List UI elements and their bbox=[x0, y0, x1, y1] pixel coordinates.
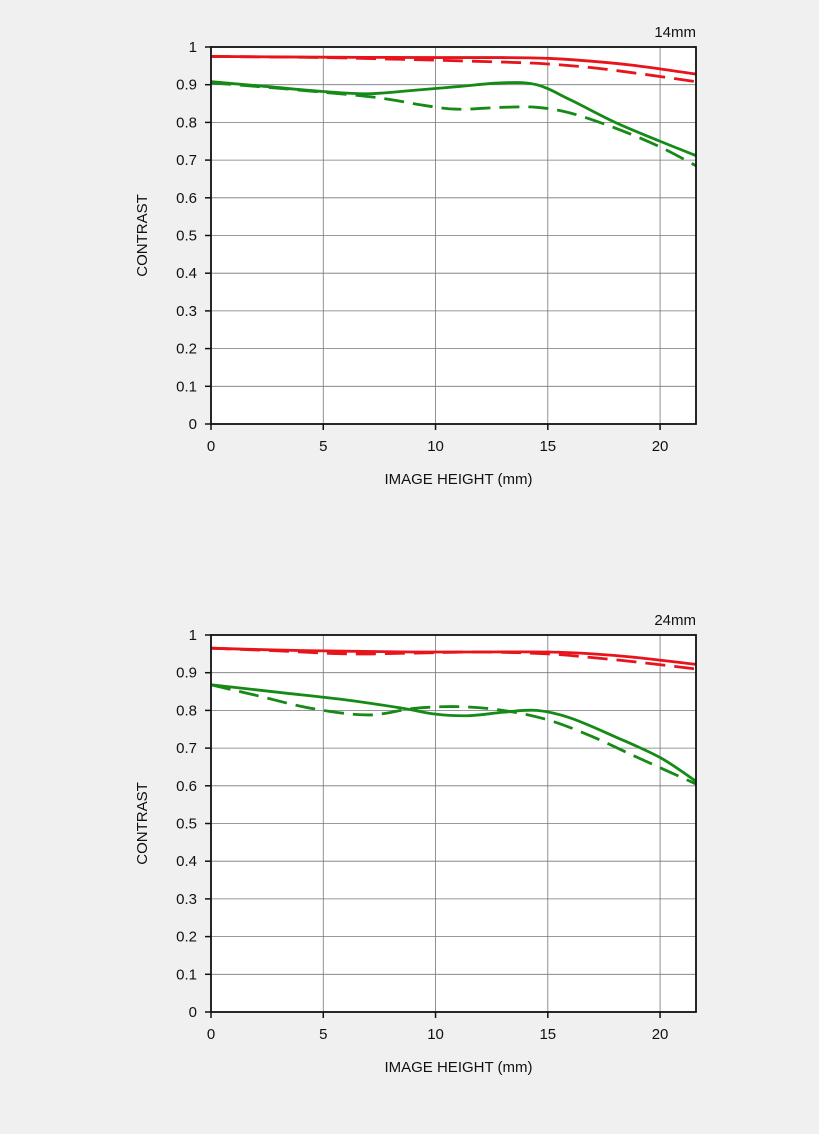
grid bbox=[211, 635, 696, 1012]
y-tick-label: 0.7 bbox=[176, 152, 197, 169]
series-group bbox=[211, 55, 696, 167]
x-tick-label: 0 bbox=[207, 438, 215, 455]
mtf-chart-24mm: 00.10.20.30.40.50.60.70.80.910 5 10 15 20IMA… bbox=[134, 612, 697, 1076]
y-tick-label: 0.6 bbox=[176, 778, 197, 795]
y-tick-label: 1 bbox=[189, 39, 197, 56]
x-tick-label: 20 bbox=[652, 1026, 669, 1043]
y-tick-label: 0.7 bbox=[176, 740, 197, 757]
x-tick-label: 5 bbox=[319, 438, 327, 455]
y-tick-label: 0.9 bbox=[176, 665, 197, 682]
series-line-red-solid bbox=[211, 55, 696, 76]
y-tick-label: 0.3 bbox=[176, 303, 197, 320]
y-axis-label: CONTRAST bbox=[134, 782, 151, 865]
series-line-green-dashed bbox=[211, 81, 696, 167]
y-tick-label: 0.8 bbox=[176, 702, 197, 719]
y-axis-label: CONTRAST bbox=[134, 194, 151, 277]
y-tick-label: 0.4 bbox=[176, 265, 197, 282]
y-tick-label: 0.6 bbox=[176, 190, 197, 207]
y-tick-label: 0.3 bbox=[176, 891, 197, 908]
x-tick-label: 5 bbox=[319, 1026, 327, 1043]
x-tick-label: 10 bbox=[427, 1026, 444, 1043]
focal-length-label: 24mm bbox=[654, 612, 696, 629]
series-line-red-dashed bbox=[211, 646, 696, 671]
focal-length-label: 14mm bbox=[654, 24, 696, 41]
y-tick-label: 0.5 bbox=[176, 228, 197, 245]
x-tick-label: 15 bbox=[539, 1026, 556, 1043]
y-tick-label: 0.8 bbox=[176, 114, 197, 131]
y-tick-label: 0.4 bbox=[176, 853, 197, 870]
series-group bbox=[211, 646, 696, 786]
y-tick-label: 0.1 bbox=[176, 378, 197, 395]
series-line-red-dashed bbox=[211, 55, 696, 84]
y-tick-label: 0 bbox=[189, 1004, 197, 1021]
x-tick-label: 20 bbox=[652, 438, 669, 455]
x-tick-label: 15 bbox=[539, 438, 556, 455]
y-tick-label: 0.2 bbox=[176, 929, 197, 946]
mtf-charts: 0 0.1 0.2 0.3 0.4 0.5 0.6 0.7 0.8 0.9 1 0 5 10 15 20 IMA… bbox=[134, 24, 697, 1076]
x-tick-label: 10 bbox=[427, 438, 444, 455]
y-tick-label: 0.5 bbox=[176, 816, 197, 833]
x-tick-label: 0 bbox=[207, 1026, 215, 1043]
series-line-green-solid bbox=[211, 80, 696, 157]
y-tick-label: 0 bbox=[189, 416, 197, 433]
grid bbox=[211, 47, 696, 424]
mtf-chart-14mm: 00.10.20.30.40.50.60.70.80.910 5 10 15 20IMA… bbox=[134, 24, 697, 488]
series-line-green-dashed bbox=[211, 683, 696, 786]
x-axis-label: IMAGE HEIGHT (mm) bbox=[384, 471, 532, 488]
y-tick-label: 0.2 bbox=[176, 341, 197, 358]
series-line-green-solid bbox=[211, 683, 696, 783]
y-tick-label: 1 bbox=[189, 627, 197, 644]
y-tick-label: 0.9 bbox=[176, 77, 197, 94]
y-tick-label: 0.1 bbox=[176, 966, 197, 983]
x-axis-label: IMAGE HEIGHT (mm) bbox=[384, 1059, 532, 1076]
